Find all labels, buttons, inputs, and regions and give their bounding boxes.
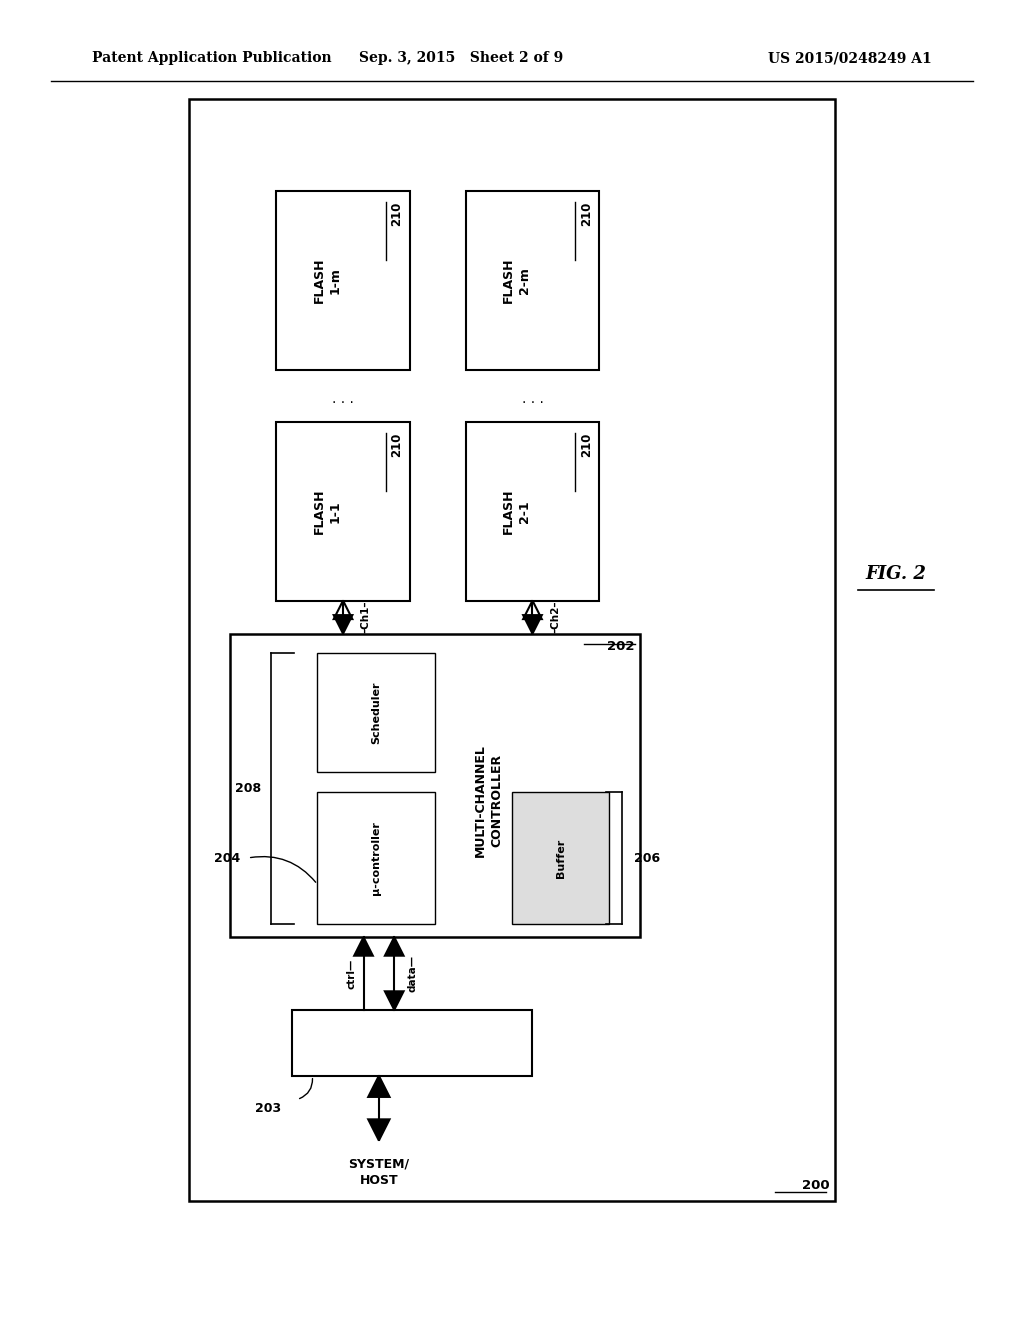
Text: 206: 206: [634, 851, 660, 865]
Text: 210: 210: [580, 433, 593, 457]
Text: 210: 210: [390, 202, 403, 226]
Text: 210: 210: [390, 433, 403, 457]
Text: 210: 210: [580, 202, 593, 226]
Text: FLASH
2-m: FLASH 2-m: [502, 257, 531, 304]
Polygon shape: [369, 1076, 389, 1097]
Text: Patent Application Publication: Patent Application Publication: [92, 51, 332, 65]
Polygon shape: [385, 991, 403, 1010]
Bar: [276, 422, 410, 601]
Text: 203: 203: [255, 1102, 282, 1115]
Text: –Ch1–: –Ch1–: [360, 601, 371, 634]
Text: ctrl—: ctrl—: [346, 958, 356, 989]
Bar: [276, 191, 410, 370]
Text: data—: data—: [408, 954, 418, 993]
Text: MULTI-CHANNEL
CONTROLLER: MULTI-CHANNEL CONTROLLER: [473, 744, 504, 857]
Bar: [230, 634, 640, 937]
Bar: [466, 422, 599, 601]
Text: FLASH
2-1: FLASH 2-1: [502, 488, 531, 535]
Bar: [466, 191, 599, 370]
Bar: [292, 1010, 532, 1076]
Text: FLASH
1-m: FLASH 1-m: [312, 257, 342, 304]
Bar: [317, 653, 435, 772]
Bar: [189, 99, 835, 1201]
Text: FIG. 2: FIG. 2: [865, 565, 927, 583]
Text: . . .: . . .: [332, 392, 354, 405]
Text: 204: 204: [214, 851, 241, 865]
Text: SYSTEM/
HOST: SYSTEM/ HOST: [348, 1158, 410, 1187]
Polygon shape: [385, 937, 403, 956]
Text: US 2015/0248249 A1: US 2015/0248249 A1: [768, 51, 932, 65]
Text: Scheduler: Scheduler: [372, 681, 381, 744]
Text: 200: 200: [802, 1179, 829, 1192]
Text: FLASH
1-1: FLASH 1-1: [312, 488, 342, 535]
Bar: [512, 792, 609, 924]
Bar: [317, 792, 435, 924]
Polygon shape: [523, 615, 542, 634]
Text: μ-controller: μ-controller: [372, 821, 381, 895]
Text: . . .: . . .: [521, 392, 544, 405]
Text: Buffer: Buffer: [556, 838, 565, 878]
Text: Sep. 3, 2015   Sheet 2 of 9: Sep. 3, 2015 Sheet 2 of 9: [358, 51, 563, 65]
Text: 202: 202: [607, 640, 635, 653]
Text: 208: 208: [234, 783, 261, 795]
Text: –Ch2–: –Ch2–: [550, 601, 560, 634]
Polygon shape: [369, 1119, 389, 1140]
Polygon shape: [354, 937, 373, 956]
Polygon shape: [334, 615, 352, 634]
